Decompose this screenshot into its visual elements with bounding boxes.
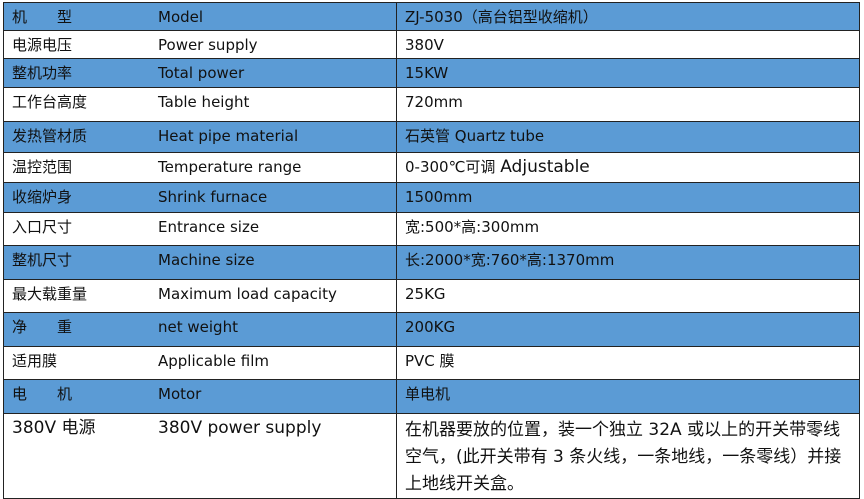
spec-value-cell: 15KW	[396, 59, 859, 87]
spec-value-cell: 200KG	[396, 313, 859, 346]
spec-label-cn: 发热管材质	[12, 127, 88, 145]
spec-value-cell: 石英管 Quartz tube	[396, 122, 859, 152]
table-row: 电源电压 Power supply 380V	[4, 31, 859, 59]
spec-value-cell: 在机器要放的位置，装一个独立 32A 或以上的开关带零线空气，(此开关带有 3 …	[396, 414, 859, 498]
spec-label-cn: 机 型	[12, 8, 73, 26]
spec-value: ZJ-5030（高台铝型收缩机）	[405, 8, 598, 26]
table-row: 机 型 Model ZJ-5030（高台铝型收缩机）	[4, 3, 859, 31]
spec-label-en: Entrance size	[158, 218, 260, 236]
table-row: 最大载重量 Maximum load capacity 25KG	[4, 280, 859, 313]
spec-value: 25KG	[405, 285, 446, 303]
spec-label-cn: 适用膜	[12, 352, 58, 370]
spec-label-en: Maximum load capacity	[158, 285, 337, 303]
spec-label-en: 380V power supply	[158, 418, 322, 438]
table-row: 整机功率 Total power 15KW	[4, 59, 859, 88]
table-row: 适用膜 Applicable film PVC 膜	[4, 347, 859, 380]
spec-label-cn: 温控范围	[12, 158, 73, 176]
spec-label-en: Temperature range	[158, 158, 302, 176]
spec-label-en: Total power	[158, 64, 245, 82]
spec-label-cn: 入口尺寸	[12, 218, 73, 236]
spec-value: 15KW	[405, 64, 449, 82]
spec-label-en: Shrink furnace	[158, 188, 268, 206]
spec-label-en: Power supply	[158, 36, 258, 54]
spec-value-cell: 长:2000*宽:760*高:1370mm	[396, 246, 859, 279]
spec-label-en: Motor	[158, 385, 202, 403]
spec-value-cell: 单电机	[396, 380, 859, 413]
spec-label-cn: 电 机	[12, 385, 73, 403]
table-row: 工作台高度 Table height 720mm	[4, 88, 859, 122]
spec-value: 200KG	[405, 318, 456, 336]
spec-label-en: net weight	[158, 318, 238, 336]
spec-value-en: Adjustable	[500, 157, 590, 177]
spec-label-en: Applicable film	[158, 352, 269, 370]
spec-label-cn: 380V 电源	[12, 418, 96, 438]
spec-value-cell: 宽:500*高:300mm	[396, 213, 859, 245]
spec-value: 380V	[405, 36, 444, 54]
table-row: 发热管材质 Heat pipe material 石英管 Quartz tube	[4, 122, 859, 153]
table-row: 温控范围 Temperature range 0-300℃可调 Adjustab…	[4, 153, 859, 183]
spec-label-cn: 电源电压	[12, 36, 73, 54]
table-row: 收缩炉身 Shrink furnace 1500mm	[4, 183, 859, 213]
spec-value-cell: 1500mm	[396, 183, 859, 212]
spec-value: 在机器要放的位置，装一个独立 32A 或以上的开关带零线空气，(此开关带有 3 …	[405, 420, 842, 494]
spec-label-cn: 整机功率	[12, 64, 73, 82]
spec-label-cn: 收缩炉身	[12, 188, 73, 206]
spec-value: 石英管 Quartz tube	[405, 127, 545, 145]
spec-label-en: Machine size	[158, 251, 255, 269]
spec-table: 机 型 Model ZJ-5030（高台铝型收缩机） 电源电压 Power sup…	[3, 2, 860, 499]
spec-value: PVC 膜	[405, 352, 455, 370]
spec-value: 1500mm	[405, 188, 473, 206]
spec-label-cn: 最大载重量	[12, 285, 88, 303]
spec-label-cn: 净 重	[12, 318, 73, 336]
table-row: 整机尺寸 Machine size 长:2000*宽:760*高:1370mm	[4, 246, 859, 280]
table-row: 380V 电源 380V power supply 在机器要放的位置，装一个独立…	[4, 414, 859, 498]
spec-value: 单电机	[405, 385, 451, 403]
table-row: 电 机 Motor 单电机	[4, 380, 859, 414]
spec-value-cell: 720mm	[396, 88, 859, 121]
spec-value-cell: ZJ-5030（高台铝型收缩机）	[396, 3, 859, 30]
spec-label-en: Heat pipe material	[158, 127, 299, 145]
spec-value: 宽:500*高:300mm	[405, 218, 540, 236]
table-row: 入口尺寸 Entrance size 宽:500*高:300mm	[4, 213, 859, 246]
spec-value: 720mm	[405, 93, 463, 111]
spec-value: 0-300℃可调	[405, 158, 496, 176]
spec-value-cell: 380V	[396, 31, 859, 58]
spec-value: 长:2000*宽:760*高:1370mm	[405, 251, 615, 269]
spec-label-en: Model	[158, 8, 204, 26]
spec-label-en: Table height	[158, 93, 250, 111]
spec-value-cell: 25KG	[396, 280, 859, 312]
spec-value-cell: PVC 膜	[396, 347, 859, 379]
table-row: 净 重 net weight 200KG	[4, 313, 859, 347]
spec-label-cn: 工作台高度	[12, 93, 88, 111]
spec-value-cell: 0-300℃可调 Adjustable	[396, 153, 859, 182]
spec-label-cn: 整机尺寸	[12, 251, 73, 269]
